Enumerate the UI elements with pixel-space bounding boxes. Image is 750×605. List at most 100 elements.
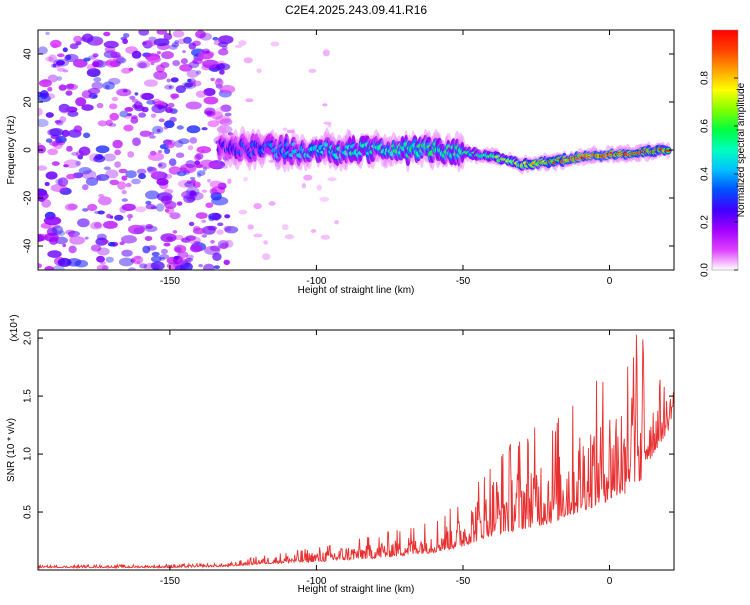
noise-blob: [234, 44, 243, 49]
noise-blob: [105, 256, 114, 263]
noise-blob: [44, 181, 50, 187]
noise-blob: [201, 48, 211, 54]
noise-blob: [122, 38, 128, 44]
noise-blob: [152, 267, 159, 270]
x-tick-label: -50: [456, 276, 471, 287]
noise-blob: [66, 83, 75, 89]
noise-blob: [154, 172, 159, 177]
noise-blob: [138, 62, 147, 69]
noise-blob: [187, 236, 201, 245]
noise-blob: [73, 35, 82, 43]
noise-blob: [87, 203, 98, 212]
noise-blob: [134, 101, 143, 110]
noise-blob: [73, 58, 88, 68]
noise-blob: [75, 160, 82, 166]
noise-blob: [121, 189, 127, 195]
noise-blob: [62, 47, 68, 53]
noise-blob: [132, 137, 141, 146]
noise-blob: [223, 225, 232, 232]
noise-blob: [186, 70, 199, 78]
noise-blob: [190, 179, 196, 184]
noise-blob: [256, 68, 262, 74]
noise-blob: [227, 132, 233, 136]
noise-blob: [156, 30, 168, 35]
noise-blob: [176, 125, 184, 130]
heatmap-panel: -150 -100 -50 0 -40 -20 0 20 40 Height of strai…: [6, 29, 675, 296]
noise-blob: [147, 56, 161, 63]
noise-blob: [158, 163, 163, 167]
noise-blob: [263, 240, 268, 245]
noise-blob: [150, 171, 168, 181]
noise-blob: [181, 190, 198, 200]
noise-blob: [167, 102, 175, 108]
noise-blob: [144, 225, 158, 232]
noise-blob: [128, 267, 136, 270]
noise-blob: [99, 261, 106, 265]
noise-blob: [114, 214, 124, 221]
noise-blob: [71, 152, 79, 156]
noise-blob: [188, 61, 200, 69]
noise-blob: [176, 171, 187, 177]
noise-blob: [145, 223, 153, 230]
noise-blob: [189, 80, 202, 87]
noise-blob: [192, 227, 206, 235]
noise-blob: [227, 178, 232, 184]
noise-blob: [92, 61, 100, 68]
noise-blob: [148, 36, 157, 42]
noise-blob: [49, 141, 59, 146]
noise-blob: [208, 212, 222, 220]
noise-blob: [185, 101, 202, 110]
noise-blob: [220, 104, 232, 112]
noise-blob: [173, 244, 187, 254]
colorbar-tick-label: 0.4: [700, 167, 711, 181]
noise-blob: [114, 149, 121, 156]
noise-blob: [176, 257, 187, 265]
y-tick-label: 2.0: [23, 331, 34, 345]
snr-series-line: [38, 334, 674, 570]
noise-blob: [108, 123, 117, 127]
noise-blob: [164, 208, 170, 213]
noise-blob: [262, 253, 271, 261]
noise-blob: [247, 224, 254, 230]
noise-blob: [38, 263, 42, 269]
noise-blob: [207, 225, 217, 231]
snr-y-ticks: 0.5 1.0 1.5 2.0: [23, 331, 674, 519]
noise-blob: [121, 175, 128, 181]
noise-blob: [150, 261, 165, 270]
noise-blob: [75, 97, 87, 107]
noise-blob: [186, 125, 201, 134]
noise-blob: [243, 176, 248, 182]
y-tick-label: 0: [23, 147, 34, 153]
noise-blob: [58, 104, 71, 114]
noise-blob: [195, 30, 206, 39]
noise-blob: [223, 259, 230, 265]
noise-blob: [221, 165, 228, 169]
x-tick-label: -100: [306, 576, 326, 587]
noise-blob: [187, 78, 192, 83]
noise-blob: [155, 203, 165, 212]
heatmap-ylabel: Frequency (Hz): [6, 116, 17, 185]
noise-blob: [138, 112, 147, 118]
noise-blob: [190, 244, 203, 253]
noise-blob: [47, 87, 53, 92]
noise-blob: [175, 152, 185, 158]
noise-blob: [97, 196, 112, 206]
noise-blob: [217, 63, 226, 70]
noise-blob: [127, 224, 146, 235]
noise-blob: [64, 203, 77, 211]
chart-title: C2E4.2025.243.09.41.R16: [285, 3, 427, 17]
noise-blob: [69, 43, 79, 50]
noise-blob: [58, 84, 67, 91]
noise-blob: [119, 110, 129, 118]
noise-blob: [166, 78, 171, 83]
noise-blob: [219, 242, 229, 249]
noise-blob: [238, 209, 248, 215]
noise-blob: [144, 236, 153, 241]
noise-blob: [216, 125, 233, 134]
noise-blob: [106, 213, 112, 219]
noise-blob: [130, 116, 139, 124]
noise-blob: [158, 118, 165, 123]
noise-blob: [207, 120, 220, 128]
noise-blob: [150, 255, 162, 263]
noise-blob: [38, 118, 49, 128]
